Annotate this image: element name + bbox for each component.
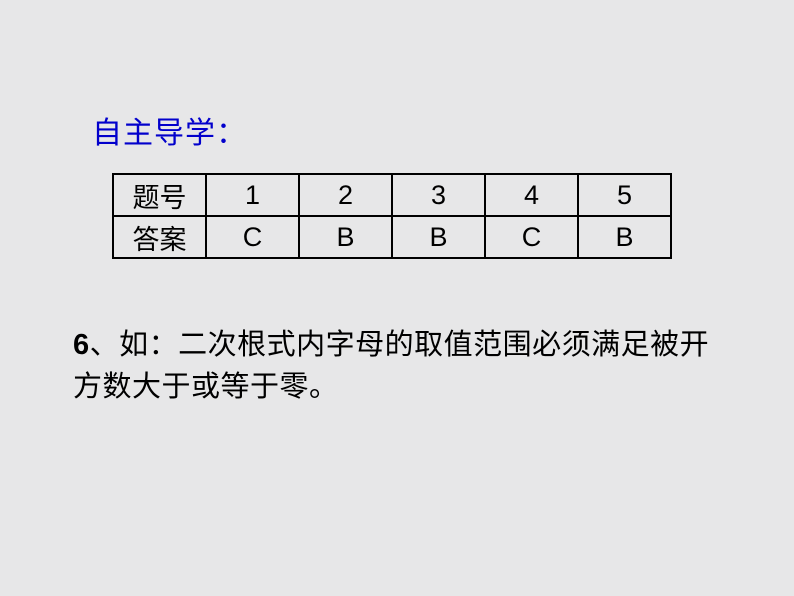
question-number: 3 [392,174,485,216]
question-number: 5 [578,174,671,216]
section-heading: 自主导学： [92,108,247,152]
separator: 、 [90,329,120,361]
question-paragraph: 6、如：二次根式内字母的取值范围必须满足被开方数大于或等于零。 [73,324,723,408]
question-number: 1 [206,174,299,216]
answer-value: C [485,216,578,258]
answer-table: 题号 1 2 3 4 5 答案 C B B C B [112,173,672,259]
answer-value: B [392,216,485,258]
row-label: 题号 [113,174,206,216]
row-label: 答案 [113,216,206,258]
paragraph-line1: 如：二次根式内字母的取值范围必须满足被开 [119,329,709,361]
answer-value: B [578,216,671,258]
answer-value: C [206,216,299,258]
answer-table-container: 题号 1 2 3 4 5 答案 C B B C B [112,173,672,259]
table-row: 答案 C B B C B [113,216,671,258]
question-number-six: 6 [73,329,90,361]
paragraph-line2: 方数大于或等于零。 [73,371,339,403]
question-number: 4 [485,174,578,216]
table-row: 题号 1 2 3 4 5 [113,174,671,216]
question-number: 2 [299,174,392,216]
answer-value: B [299,216,392,258]
